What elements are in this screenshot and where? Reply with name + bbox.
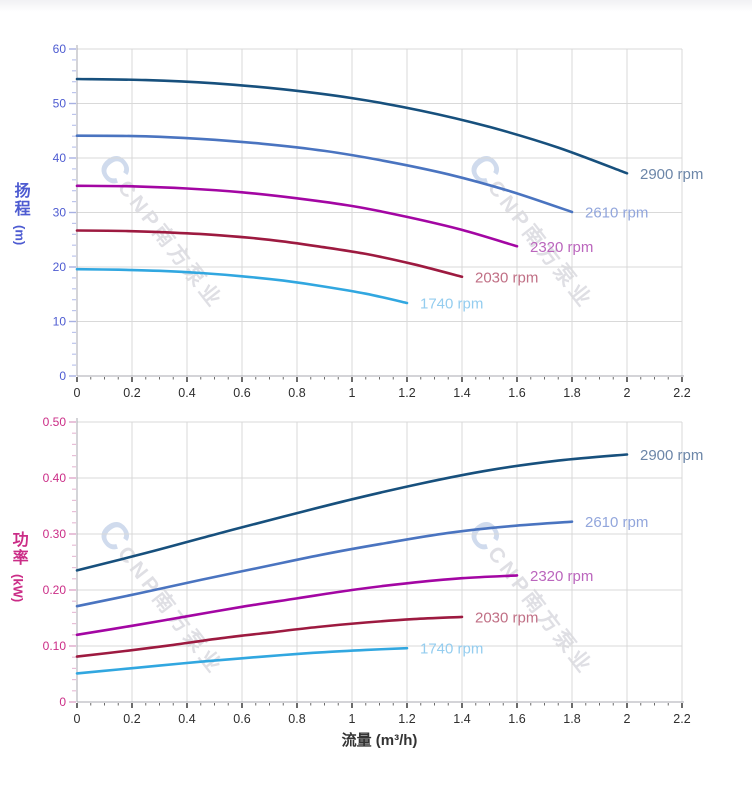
curve-1740-rpm — [75, 267, 409, 305]
x-tick-label: 1.4 — [453, 712, 470, 726]
curve-2030-rpm — [75, 615, 464, 658]
power-axis-unit: (kW) — [10, 574, 26, 603]
y-tick-label: 0.30 — [43, 527, 67, 541]
x-tick-label: 1.2 — [398, 712, 415, 726]
x-tick-label: 0 — [74, 712, 81, 726]
x-tick-label: 1.8 — [563, 386, 580, 400]
y-tick-label: 0.40 — [43, 471, 67, 485]
x-tick-label: 0.8 — [288, 386, 305, 400]
curve-label-2320-rpm: 2320 rpm — [530, 568, 593, 585]
curve-2610-rpm — [75, 520, 574, 608]
curve-label-1740-rpm: 1740 rpm — [420, 641, 483, 658]
power-axis-label: 功率 — [9, 531, 27, 567]
y-tick-label: 0.10 — [43, 639, 67, 653]
x-tick-label: 2 — [624, 386, 631, 400]
y-tick-label: 40 — [53, 151, 67, 165]
y-tick-label: 0.50 — [43, 415, 67, 429]
curve-2610-rpm — [75, 134, 574, 214]
curve-label-2900-rpm: 2900 rpm — [640, 447, 703, 464]
flow-axis-title: 流量 (m³/h) — [341, 732, 418, 749]
head-axis-title: 扬程 (m) — [11, 182, 29, 245]
x-tick-label: 0 — [74, 386, 81, 400]
curve-label-1740-rpm: 1740 rpm — [420, 295, 483, 312]
curve-2900-rpm — [75, 77, 629, 175]
x-tick-label: 2.2 — [673, 712, 690, 726]
y-tick-label: 30 — [53, 206, 67, 220]
curve-1740-rpm — [75, 646, 409, 675]
power-axis-title: 功率 (kW) — [9, 531, 27, 602]
curve-2900-rpm — [75, 453, 629, 572]
x-tick-label: 0.2 — [123, 386, 140, 400]
y-tick-label: 60 — [53, 42, 67, 56]
curve-2030-rpm — [75, 229, 464, 279]
x-tick-label: 0.8 — [288, 712, 305, 726]
head-axis-unit: (m) — [12, 225, 28, 246]
y-tick-label: 10 — [53, 315, 67, 329]
y-tick-label: 0.20 — [43, 583, 67, 597]
x-tick-label: 0.4 — [178, 712, 195, 726]
curve-label-2900-rpm: 2900 rpm — [640, 166, 703, 183]
curve-label-2610-rpm: 2610 rpm — [585, 204, 648, 221]
y-tick-label: 0 — [59, 695, 66, 709]
x-tick-label: 1.2 — [398, 386, 415, 400]
x-tick-label: 1.6 — [508, 386, 525, 400]
y-tick-label: 50 — [53, 97, 67, 111]
curve-2320-rpm — [75, 184, 519, 248]
curve-label-2610-rpm: 2610 rpm — [585, 514, 648, 531]
x-tick-label: 1.8 — [563, 712, 580, 726]
x-tick-label: 2.2 — [673, 386, 690, 400]
x-tick-label: 1 — [349, 712, 356, 726]
x-tick-label: 0.2 — [123, 712, 140, 726]
x-tick-label: 0.4 — [178, 386, 195, 400]
curve-label-2320-rpm: 2320 rpm — [530, 239, 593, 256]
x-tick-label: 1 — [349, 386, 356, 400]
x-tick-label: 2 — [624, 712, 631, 726]
curve-label-2030-rpm: 2030 rpm — [475, 269, 538, 286]
x-tick-label: 1.6 — [508, 712, 525, 726]
x-tick-label: 0.6 — [233, 712, 250, 726]
curve-2320-rpm — [75, 574, 519, 637]
curve-label-2030-rpm: 2030 rpm — [475, 609, 538, 626]
x-tick-label: 0.6 — [233, 386, 250, 400]
top-gradient — [0, 0, 752, 12]
y-tick-label: 20 — [53, 260, 67, 274]
y-tick-label: 0 — [59, 369, 66, 383]
head-axis-label: 扬程 — [11, 182, 29, 218]
x-tick-label: 1.4 — [453, 386, 470, 400]
